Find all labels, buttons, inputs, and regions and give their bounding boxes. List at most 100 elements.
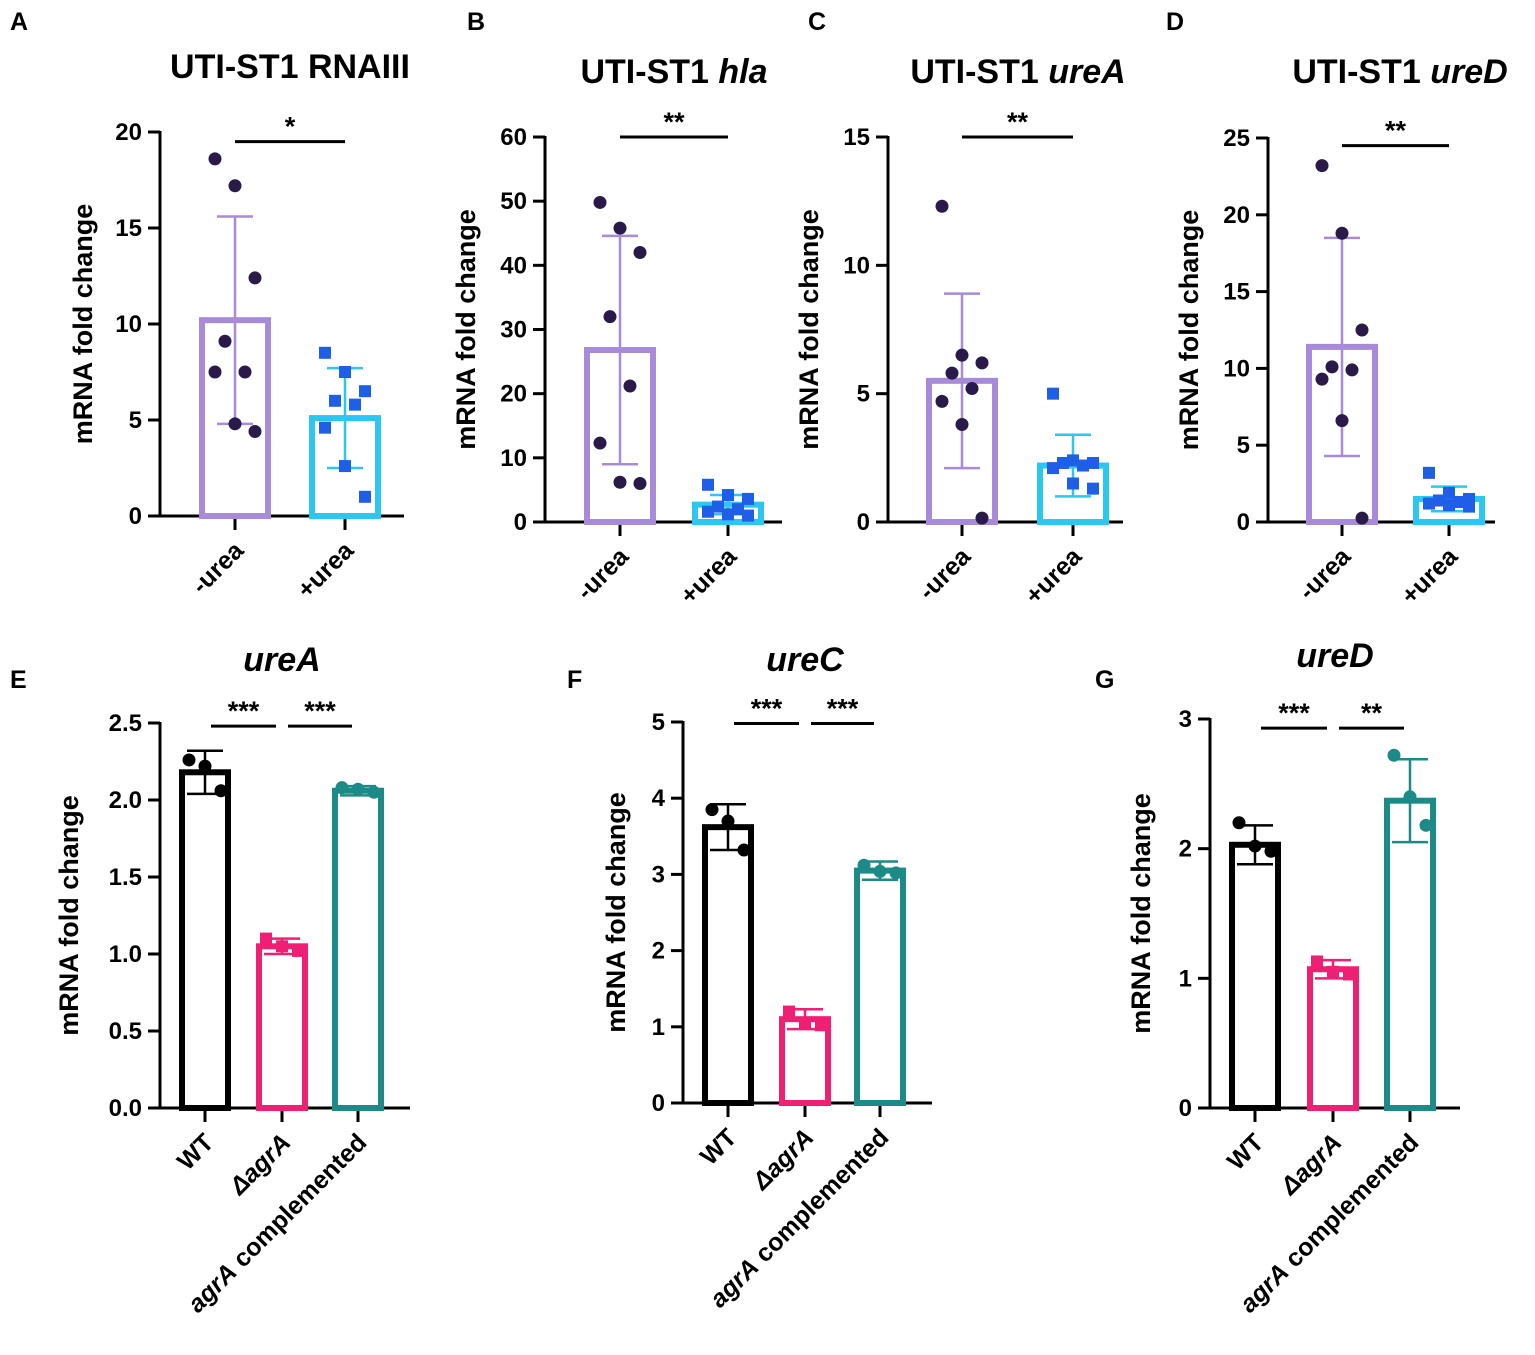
panel-letter: F (567, 666, 582, 694)
panel-letter: E (10, 666, 27, 694)
bar (779, 1016, 831, 1106)
data-point (889, 866, 903, 880)
y-axis-label: mRNA fold change (601, 792, 631, 1033)
y-axis-label: mRNA fold change (794, 209, 824, 450)
panel-letter: C (808, 8, 826, 36)
data-point (339, 460, 351, 473)
data-point (1232, 816, 1246, 830)
data-point (1067, 454, 1079, 467)
y-tick-label: 0.5 (109, 1018, 142, 1045)
y-tick-label: 50 (500, 188, 527, 215)
y-tick-label: 3 (1179, 706, 1192, 733)
data-point (319, 346, 331, 359)
y-tick-label: 0 (1179, 1095, 1192, 1122)
y-tick-label: 3 (652, 861, 665, 888)
data-point (712, 500, 724, 513)
y-tick-label: 60 (500, 124, 527, 151)
panel-letter: D (1166, 8, 1184, 36)
data-point (1315, 159, 1329, 173)
data-point (975, 511, 989, 525)
data-point (1443, 486, 1455, 499)
data-point (1433, 494, 1445, 507)
y-tick-label: 20 (500, 381, 527, 408)
x-category-label: ΔagrA (224, 1128, 297, 1201)
data-point (1325, 360, 1339, 374)
data-point (248, 271, 262, 285)
x-category-label: +urea (1396, 542, 1464, 610)
chart-title: UTI-ST1 RNAIII (170, 48, 410, 86)
y-axis-label: mRNA fold change (451, 209, 481, 450)
y-tick-label: 15 (115, 215, 142, 242)
y-tick-label: 20 (1223, 202, 1250, 229)
y-tick-label: 10 (500, 445, 527, 472)
y-tick-label: 1 (1179, 965, 1192, 992)
data-point (335, 781, 349, 795)
data-point (208, 365, 222, 379)
x-category-label: -urea (186, 536, 250, 600)
data-point (965, 382, 979, 396)
chart-title: UTI-ST1 ureD (1292, 53, 1507, 91)
data-point (1264, 844, 1278, 858)
significance-label: *** (1278, 698, 1310, 728)
data-point (935, 394, 949, 408)
x-category-label: +urea (292, 536, 360, 604)
data-point (319, 421, 331, 434)
data-point (732, 503, 744, 516)
data-point (182, 753, 196, 767)
y-tick-label: 2.5 (109, 710, 142, 737)
panel-letter: B (467, 8, 485, 36)
data-point (702, 505, 714, 518)
data-point (359, 385, 371, 398)
data-point (260, 932, 272, 945)
data-point (1047, 387, 1059, 400)
panel-a: A UTI-ST1 RNAIII mRNA fold change 0 5 10 15 20 -… (10, 8, 410, 604)
data-point (359, 490, 371, 503)
data-point (623, 379, 637, 393)
data-point (1335, 414, 1349, 428)
significance-label: ** (1385, 116, 1407, 146)
data-point (742, 509, 754, 522)
data-point (367, 785, 381, 799)
data-point (1443, 499, 1455, 512)
y-tick-label: 0.0 (109, 1095, 142, 1122)
data-point (1387, 748, 1401, 762)
y-tick-label: 4 (652, 785, 666, 812)
y-tick-label: 15 (1223, 279, 1250, 306)
data-point (603, 310, 617, 324)
data-point (238, 365, 252, 379)
y-tick-label: 5 (129, 407, 142, 434)
data-point (873, 864, 887, 878)
data-point (613, 221, 627, 235)
y-tick-label: 25 (1223, 125, 1250, 152)
data-point (1057, 456, 1069, 469)
panel-c: C UTI-ST1 ureA mRNA fold change 0 5 10 15 -urea… (794, 8, 1126, 610)
y-tick-label: 0 (652, 1090, 665, 1117)
bar (1307, 966, 1359, 1111)
data-point (955, 417, 969, 431)
x-category-label: WT (695, 1123, 742, 1170)
y-tick-label: 2 (1179, 836, 1192, 863)
data-point (214, 784, 228, 798)
x-category-label: -urea (913, 542, 977, 606)
data-point (975, 356, 989, 370)
data-point (329, 394, 341, 407)
data-point (292, 944, 304, 957)
data-point (742, 492, 754, 505)
chart-title: UTI-ST1 hla (580, 53, 767, 91)
data-point (248, 425, 262, 439)
data-point (349, 398, 361, 411)
data-point (1327, 965, 1339, 978)
data-point (218, 334, 232, 348)
y-tick-label: 10 (843, 252, 870, 279)
bar (332, 787, 384, 1111)
data-point (955, 348, 969, 362)
chart-title: ureA (243, 641, 320, 679)
data-point (633, 246, 647, 259)
data-point (1087, 456, 1099, 469)
data-point (1087, 482, 1099, 495)
data-point (593, 436, 607, 450)
data-point (1453, 496, 1465, 509)
y-tick-label: 0 (514, 509, 527, 536)
